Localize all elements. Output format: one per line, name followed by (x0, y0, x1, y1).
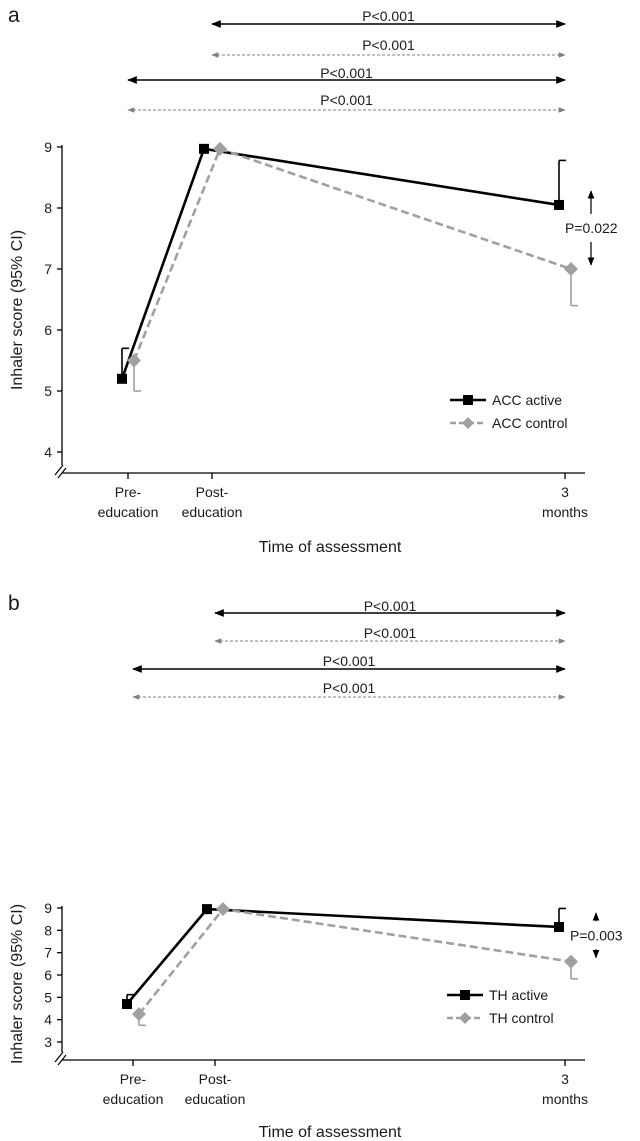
x-tick-label: education (185, 1091, 246, 1107)
bracket-label: P<0.001 (364, 625, 417, 641)
legend-swatch-marker (459, 1012, 471, 1024)
panel-b: b 3 4 5 6 7 8 9 Pre-education Post-education 3 mont… (8, 592, 623, 1141)
comparison-label: P=0.003 (570, 927, 623, 943)
panel-label: b (8, 592, 20, 615)
legend-entry: ACC control (492, 415, 567, 431)
data-point (122, 999, 132, 1010)
bracket-label: P<0.001 (362, 37, 415, 53)
data-point (199, 143, 209, 154)
y-tick-label: 7 (44, 945, 52, 961)
data-point (554, 921, 564, 932)
data-point (213, 141, 227, 156)
series-line (132, 147, 572, 361)
y-tick-label: 6 (44, 967, 52, 983)
x-tick-label: Post- (196, 484, 229, 500)
axis-break-mark (54, 464, 64, 476)
legend-entry: TH active (489, 987, 548, 1003)
bracket-label: P<0.001 (320, 65, 373, 81)
x-tick-label: months (542, 1091, 588, 1107)
y-tick-label: 8 (44, 200, 52, 216)
y-tick-label: 9 (44, 139, 52, 155)
y-tick-label: 8 (44, 922, 52, 938)
y-tick-label: 6 (44, 322, 52, 338)
legend-swatch-marker (463, 395, 473, 405)
y-tick-label: 5 (44, 989, 52, 1005)
panel-label: a (8, 4, 20, 27)
series-line (120, 147, 560, 380)
data-point (564, 262, 578, 276)
data-point (216, 902, 230, 917)
bracket-label: P<0.001 (362, 8, 415, 24)
bracket-label: P<0.001 (323, 680, 376, 696)
x-tick-label: education (98, 504, 159, 520)
data-point (132, 1007, 146, 1022)
panel-a: a 4 5 6 7 8 9 Pre-education Post-education 3 month… (8, 4, 618, 556)
y-tick-label: 5 (44, 383, 52, 399)
x-axis-title: Time of assessment (259, 1124, 402, 1141)
x-tick-label: education (103, 1091, 164, 1107)
bracket-label: P<0.001 (323, 653, 376, 669)
data-point (564, 954, 578, 969)
x-tick-label: education (182, 504, 243, 520)
x-tick-label: Pre- (120, 1071, 147, 1087)
axis-break-mark (54, 1051, 64, 1063)
y-tick-label: 7 (44, 261, 52, 277)
y-tick-label: 9 (44, 900, 52, 916)
data-point (202, 904, 212, 915)
y-axis-title: Inhaler score (95% CI) (9, 230, 26, 390)
data-point (127, 353, 141, 368)
x-tick-label: Post- (199, 1071, 232, 1087)
x-axis-title: Time of assessment (259, 539, 402, 556)
data-point (554, 199, 564, 210)
legend-entry: TH control (489, 1010, 554, 1026)
x-tick-label: 3 (561, 1071, 569, 1087)
legend-swatch-marker (460, 990, 470, 1000)
x-tick-label: months (542, 504, 588, 520)
bracket-label: P<0.001 (364, 598, 417, 614)
y-axis-title: Inhaler score (95% CI) (9, 904, 26, 1064)
y-tick-label: 4 (44, 1012, 52, 1028)
x-tick-label: 3 (561, 484, 569, 500)
legend-entry: ACC active (492, 392, 562, 408)
data-point (117, 373, 127, 384)
y-tick-label: 3 (44, 1034, 52, 1050)
y-tick-label: 4 (44, 444, 52, 460)
legend-swatch-marker (462, 417, 474, 429)
comparison-label: P=0.022 (565, 220, 618, 236)
x-tick-label: Pre- (115, 484, 142, 500)
bracket-label: P<0.001 (320, 92, 373, 108)
